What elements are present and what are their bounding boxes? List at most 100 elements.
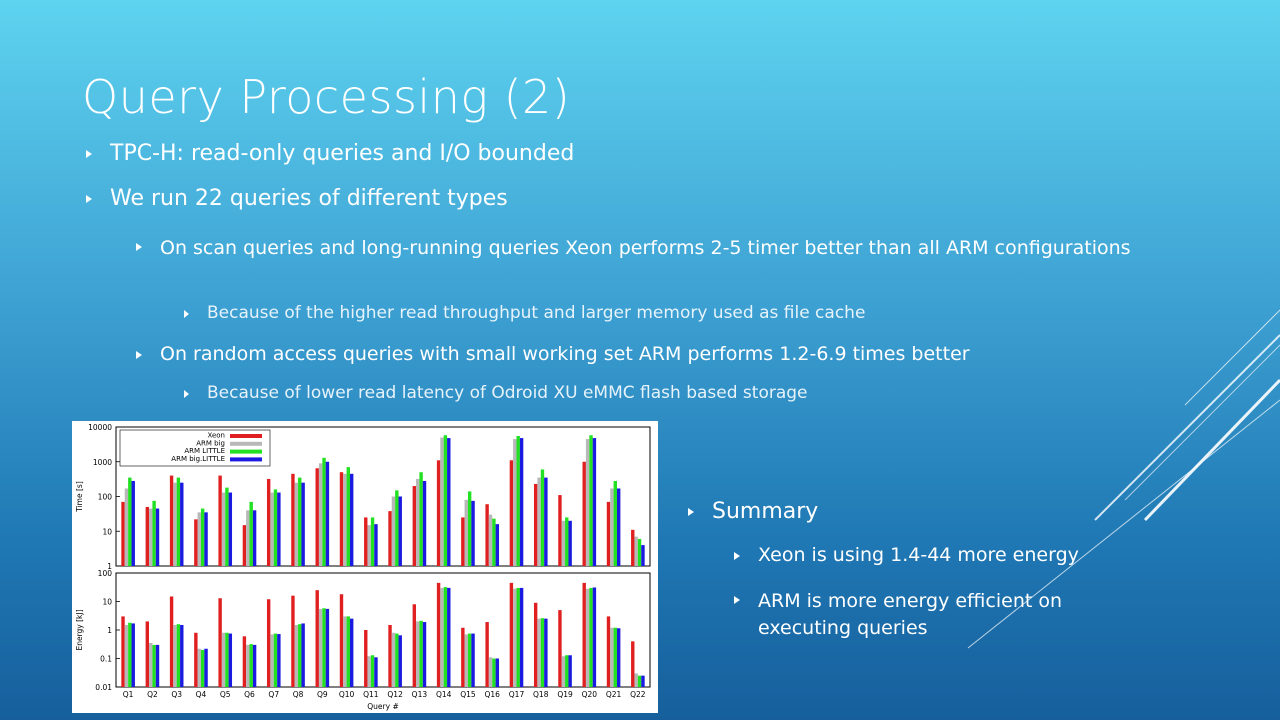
bar-q2-series-0 [145,621,150,687]
x-tick-label: Q14 [436,690,452,699]
bullet-text: We run 22 queries of different types [110,186,508,211]
bar-q13-series-0 [412,604,417,687]
bar-q16-series-1 [488,657,493,687]
bar-q18-series-0 [533,483,538,566]
bar-q3-series-1 [173,482,177,566]
bar-q15-series-1 [464,499,468,566]
bar-q17-series-1 [513,439,517,566]
bar-q16-series-3 [495,658,500,687]
summary-item-text: ARM is more energy efficient on executin… [758,590,1063,639]
bar-q19-series-0 [558,610,562,687]
bar-q3-series-1 [173,624,177,687]
x-tick-label: Q15 [460,690,476,699]
bar-q13-series-2 [419,620,423,687]
bar-q17-series-3 [519,438,524,566]
bar-q14-series-3 [447,587,451,687]
bar-q17-series-0 [509,460,514,566]
bar-q7-series-2 [273,633,278,687]
bar-q18-series-0 [533,602,538,687]
summary-heading-text: Summary [712,499,819,524]
bullet-text: On random access queries with small work… [160,343,970,365]
bar-q14-series-2 [443,435,448,566]
bar-q6-series-0 [242,525,247,566]
x-tick-label: Q20 [582,690,598,699]
bullet-22-queries: We run 22 queries of different types [86,186,508,211]
x-tick-label: Q22 [630,690,646,699]
bar-q16-series-1 [488,514,493,566]
bar-q4-series-0 [194,519,198,566]
bar-q2-series-0 [145,506,150,566]
bar-q9-series-2 [322,608,326,687]
bar-q5-series-0 [218,598,222,687]
bar-q15-series-2 [467,633,472,687]
bar-q1-series-3 [131,623,135,687]
bar-q8-series-2 [298,477,302,566]
bar-q5-series-1 [221,492,226,566]
legend-label: Xeon [207,432,225,440]
bar-q17-series-2 [516,587,520,687]
bar-q20-series-1 [585,439,590,566]
summary-item-energy: Xeon is using 1.4-44 more energy [734,544,1079,566]
bar-q7-series-0 [266,478,271,566]
y-tick-label: 0.01 [95,683,112,692]
bar-q13-series-1 [416,478,420,566]
bar-q8-series-1 [294,624,299,687]
bullet-arrow-icon [86,150,92,158]
bar-q4-series-1 [197,648,201,687]
bar-q18-series-2 [540,469,545,566]
x-tick-label: Q2 [147,690,158,699]
bar-q11-series-0 [364,517,368,566]
bar-q12-series-0 [388,624,392,687]
bar-q18-series-2 [540,618,545,687]
bar-q9-series-0 [315,468,319,566]
bar-q15-series-2 [467,491,472,566]
x-tick-label: Q13 [412,690,428,699]
bar-q11-series-1 [367,525,371,566]
bar-q20-series-0 [582,582,586,687]
bullet-tpch: TPC-H: read-only queries and I/O bounded [86,141,574,166]
bullet-arrow-icon [734,596,740,604]
bar-q6-series-3 [252,510,257,566]
bar-q3-series-2 [176,477,181,566]
y-tick-label: 1000 [93,458,112,467]
y-tick-label: 100 [98,569,113,578]
bar-q16-series-2 [492,658,496,687]
bar-q1-series-0 [121,501,125,566]
y-tick-label: 10000 [88,423,112,432]
bar-q14-series-1 [440,437,444,566]
bar-q6-series-2 [249,644,253,687]
legend-label: ARM LITTLE [184,447,225,455]
bar-q20-series-0 [582,461,586,566]
bar-q11-series-0 [364,630,368,687]
x-tick-label: Q10 [339,690,355,699]
bar-q2-series-1 [149,642,153,687]
bar-q21-series-2 [613,627,617,687]
bar-q14-series-3 [447,438,451,566]
bar-q11-series-3 [374,524,378,566]
bar-q20-series-2 [589,435,593,566]
legend-swatch [230,434,262,438]
bar-q4-series-3 [204,648,208,687]
bullet-arrow-icon [136,351,142,359]
bar-q11-series-2 [370,517,375,566]
bar-q5-series-2 [225,487,229,566]
bar-q10-series-3 [349,473,354,566]
x-tick-label: Q5 [220,690,231,699]
bar-q4-series-0 [194,632,198,687]
bullet-text: Because of the higher read throughput an… [207,303,866,323]
bar-q4-series-2 [200,508,205,566]
bar-q22-series-3 [641,545,645,566]
x-tick-label: Q16 [485,690,501,699]
x-tick-label: Q4 [196,690,207,699]
bar-q19-series-1 [561,520,566,566]
x-tick-label: Q17 [509,690,525,699]
x-tick-label: Q18 [533,690,549,699]
bar-q12-series-2 [395,490,399,566]
chart-svg: 1 10 100 1000 10000 Time [s] 0.01 0.1 1 10 100 Ener… [75,423,651,711]
bar-q21-series-3 [616,628,621,687]
bar-q15-series-0 [461,517,465,566]
bar-q7-series-1 [270,634,274,687]
y-tick-label: 10 [102,527,112,536]
summary-item-efficient: ARM is more energy efficient on executin… [734,588,1154,642]
bar-q8-series-0 [291,473,295,566]
